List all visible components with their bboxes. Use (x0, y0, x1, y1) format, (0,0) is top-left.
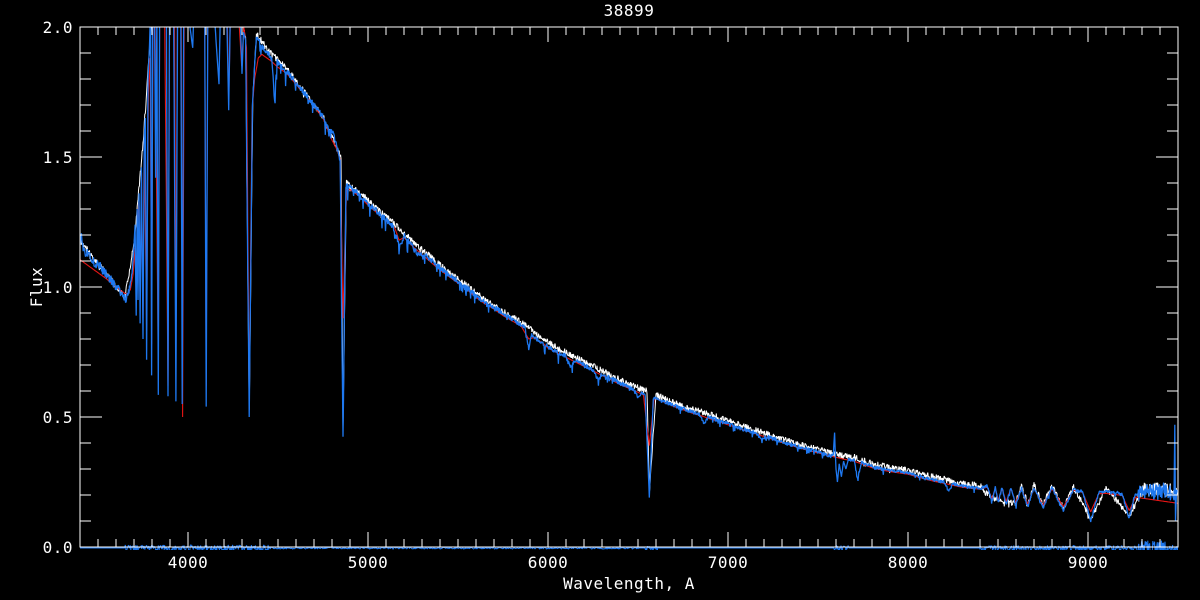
y-tick-label: 1.0 (43, 278, 73, 297)
observed-spectrum-line (80, 27, 1178, 523)
x-tick-label: 8000 (888, 553, 929, 572)
chart-title: 38899 (604, 1, 655, 20)
series-lines (80, 27, 1178, 550)
y-axis-label: Flux (27, 267, 46, 308)
x-tick-label: 6000 (528, 553, 569, 572)
axis-ticks (80, 27, 1178, 547)
tick-labels: 4000 5000 6000 7000 8000 9000 0.0 0.5 1.0 1.5 2.0 (43, 18, 1109, 572)
x-tick-label: 5000 (348, 553, 389, 572)
y-tick-label: 1.5 (43, 148, 73, 167)
y-tick-label: 0.0 (43, 538, 73, 557)
x-axis-label: Wavelength, A (563, 574, 695, 593)
y-tick-label: 0.5 (43, 408, 73, 427)
y-tick-label: 2.0 (43, 18, 73, 37)
raw-spectrum-line (80, 27, 1178, 521)
residual-line (80, 540, 1178, 550)
x-tick-label: 9000 (1068, 553, 1109, 572)
x-tick-label: 7000 (708, 553, 749, 572)
x-tick-label: 4000 (168, 553, 209, 572)
